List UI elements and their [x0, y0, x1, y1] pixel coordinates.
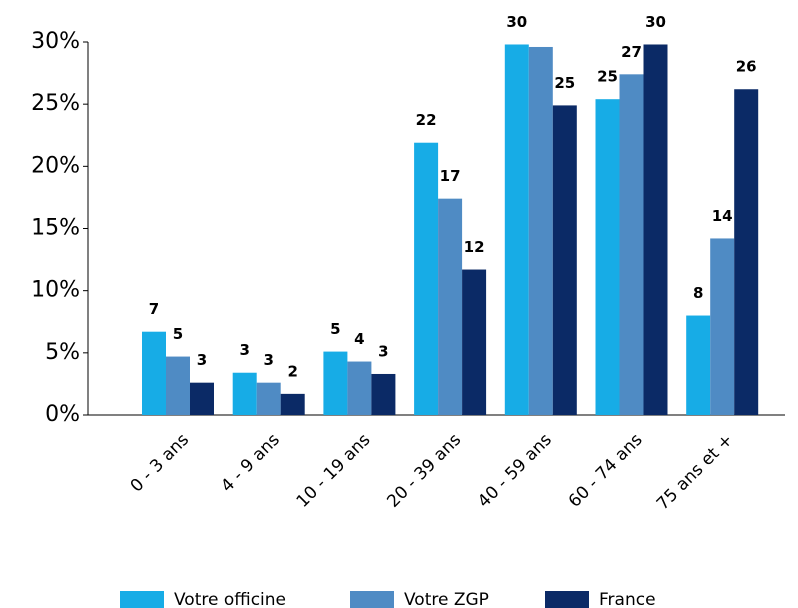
bar — [347, 361, 372, 415]
bar — [323, 351, 348, 415]
value-label: 22 — [416, 111, 437, 129]
bar — [438, 198, 463, 415]
value-label: 3 — [197, 351, 207, 369]
legend-swatch — [545, 591, 589, 608]
x-tick-label: 40 - 59 ans — [474, 430, 556, 512]
bar — [552, 105, 577, 415]
bar — [504, 44, 529, 416]
value-label: 5 — [173, 325, 183, 343]
value-label: 8 — [693, 284, 703, 302]
legend-label: Votre officine — [174, 590, 286, 608]
value-label: 30 — [506, 13, 527, 31]
y-tick-label: 15% — [31, 216, 80, 241]
value-label: 5 — [330, 320, 340, 338]
y-tick-label: 5% — [45, 340, 80, 365]
value-label: 2 — [287, 362, 297, 380]
bar — [142, 331, 166, 415]
bar — [190, 382, 214, 415]
value-label: 27 — [621, 43, 642, 61]
value-label: 25 — [554, 74, 575, 92]
y-tick-label: 30% — [31, 29, 80, 54]
value-label: 12 — [464, 238, 485, 256]
bar — [734, 89, 759, 415]
value-label: 25 — [597, 68, 618, 86]
legend-swatch — [350, 591, 394, 608]
legend-swatch — [120, 591, 164, 608]
x-tick-label: 4 - 9 ans — [217, 430, 284, 497]
y-tick-label: 0% — [45, 402, 80, 427]
value-label: 26 — [736, 58, 757, 76]
y-tick-label: 25% — [31, 91, 80, 116]
value-label: 14 — [712, 207, 733, 225]
bar — [166, 356, 190, 415]
bar — [528, 46, 553, 416]
bar — [232, 372, 257, 415]
bar — [710, 238, 735, 415]
legend-label: Votre ZGP — [404, 590, 489, 608]
bar — [595, 99, 620, 416]
value-label: 30 — [645, 13, 666, 31]
bar — [462, 269, 487, 415]
value-label: 3 — [239, 341, 249, 359]
legend-label: France — [599, 590, 656, 608]
bar — [371, 373, 396, 415]
bar — [280, 393, 305, 415]
x-tick-label: 20 - 39 ans — [383, 430, 465, 512]
bar — [414, 142, 439, 415]
bar — [619, 74, 644, 416]
value-label: 7 — [149, 300, 159, 318]
value-label: 17 — [440, 167, 461, 185]
x-tick-label: 0 - 3 ans — [127, 430, 194, 497]
value-label: 3 — [378, 342, 388, 360]
bar — [256, 382, 281, 415]
x-tick-label: 75 ans et + — [653, 430, 737, 514]
y-tick-label: 20% — [31, 153, 80, 178]
value-label: 3 — [263, 351, 273, 369]
y-tick-label: 10% — [31, 278, 80, 303]
x-tick-label: 10 - 19 ans — [293, 430, 375, 512]
bar — [643, 44, 668, 416]
bar — [686, 315, 711, 415]
x-tick-label: 60 - 74 ans — [565, 430, 647, 512]
value-label: 4 — [354, 330, 364, 348]
